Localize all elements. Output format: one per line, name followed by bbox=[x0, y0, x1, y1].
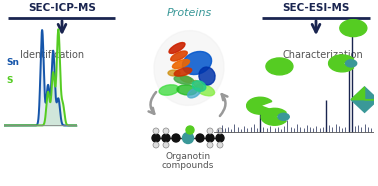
Text: Organotin: Organotin bbox=[166, 152, 211, 161]
Circle shape bbox=[216, 134, 224, 142]
Ellipse shape bbox=[169, 43, 185, 53]
Ellipse shape bbox=[174, 68, 192, 76]
Polygon shape bbox=[351, 87, 378, 100]
Ellipse shape bbox=[180, 76, 192, 82]
Ellipse shape bbox=[192, 81, 206, 91]
Circle shape bbox=[153, 142, 159, 148]
Ellipse shape bbox=[154, 31, 224, 105]
Text: Proteins: Proteins bbox=[166, 8, 212, 18]
Circle shape bbox=[266, 58, 293, 75]
Circle shape bbox=[183, 132, 194, 144]
Circle shape bbox=[152, 134, 160, 142]
Circle shape bbox=[345, 60, 357, 67]
Text: SEC-ICP-MS: SEC-ICP-MS bbox=[28, 3, 96, 13]
Ellipse shape bbox=[159, 85, 179, 95]
Text: S: S bbox=[7, 76, 13, 85]
Text: compounds: compounds bbox=[162, 161, 214, 170]
Ellipse shape bbox=[171, 51, 187, 61]
Text: SEC-ESI-MS: SEC-ESI-MS bbox=[282, 3, 350, 13]
Circle shape bbox=[162, 134, 170, 142]
Circle shape bbox=[163, 128, 169, 134]
Ellipse shape bbox=[187, 88, 200, 98]
Circle shape bbox=[207, 142, 213, 148]
Circle shape bbox=[206, 134, 214, 142]
Text: Sn: Sn bbox=[7, 58, 20, 68]
Ellipse shape bbox=[199, 67, 215, 85]
Text: Characterization: Characterization bbox=[283, 50, 363, 60]
Ellipse shape bbox=[177, 85, 197, 95]
Wedge shape bbox=[261, 108, 286, 125]
Circle shape bbox=[340, 20, 367, 37]
Ellipse shape bbox=[172, 60, 189, 68]
Ellipse shape bbox=[168, 70, 180, 76]
Circle shape bbox=[217, 142, 223, 148]
Circle shape bbox=[172, 134, 180, 142]
Circle shape bbox=[207, 128, 213, 134]
Text: Identification: Identification bbox=[20, 50, 84, 60]
Circle shape bbox=[163, 142, 169, 148]
Polygon shape bbox=[351, 87, 378, 112]
Circle shape bbox=[278, 113, 289, 120]
Circle shape bbox=[217, 128, 223, 134]
Ellipse shape bbox=[195, 84, 215, 96]
Ellipse shape bbox=[174, 76, 194, 84]
Wedge shape bbox=[328, 55, 354, 72]
Wedge shape bbox=[247, 97, 272, 114]
Circle shape bbox=[196, 134, 204, 142]
Ellipse shape bbox=[183, 52, 212, 75]
Circle shape bbox=[153, 128, 159, 134]
Circle shape bbox=[186, 126, 194, 134]
Ellipse shape bbox=[193, 81, 203, 89]
